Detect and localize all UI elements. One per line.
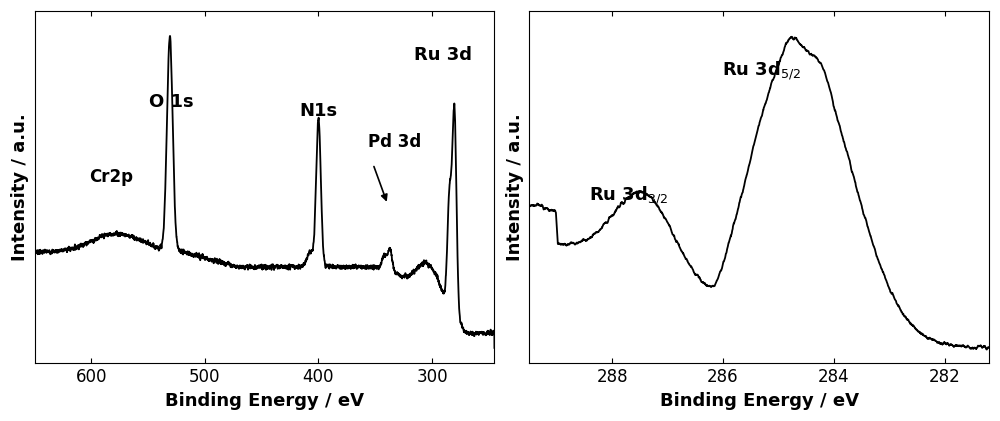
Y-axis label: Intensity / a.u.: Intensity / a.u. — [506, 113, 524, 261]
Text: Pd 3d: Pd 3d — [368, 133, 422, 152]
Text: O 1s: O 1s — [149, 93, 193, 111]
X-axis label: Binding Energy / eV: Binding Energy / eV — [660, 392, 858, 410]
Text: Cr2p: Cr2p — [89, 168, 133, 186]
Text: Ru 3d$_{3/2}$: Ru 3d$_{3/2}$ — [589, 184, 668, 207]
Text: Ru 3d: Ru 3d — [414, 46, 472, 64]
Text: N1s: N1s — [299, 102, 338, 120]
Y-axis label: Intensity / a.u.: Intensity / a.u. — [11, 113, 29, 261]
Text: Ru 3d$_{5/2}$: Ru 3d$_{5/2}$ — [722, 59, 801, 82]
X-axis label: Binding Energy / eV: Binding Energy / eV — [165, 392, 364, 410]
